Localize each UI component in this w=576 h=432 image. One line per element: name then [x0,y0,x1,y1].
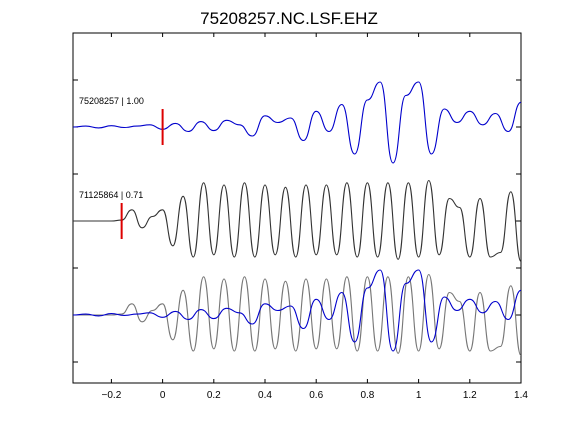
x-tick-label: 1.2 [463,390,477,401]
trace-line-75208257 [72,81,522,164]
axis-ticks: −0.2 0 0.2 0.4 0.6 0.8 1 1.2 1.4 [73,33,528,401]
chart-title: 75208257.NC.LSF.EHZ [200,9,378,28]
x-tick-label: 1.4 [514,390,528,401]
trace-layer [72,81,522,357]
x-tick-label: 1 [416,390,422,401]
overlay-trace-71125864 [73,273,522,357]
x-tick-label: 0 [160,390,166,401]
trace-line-71125864 [73,179,522,263]
trace-label-1: 71125864 | 0.71 [79,190,143,200]
trace-label-0: 75208257 | 1.00 [79,96,144,106]
plot-frame [72,32,522,384]
x-tick-label: −0.2 [102,390,122,401]
x-tick-label: 0.6 [309,390,323,401]
trace-label-layer: 75208257 | 1.00 71125864 | 0.71 [79,96,144,200]
overlay-trace-75208257 [72,269,522,352]
x-tick-label: 0.4 [258,390,272,401]
x-tick-label: 0.8 [360,390,374,401]
x-tick-label: 0.2 [207,390,221,401]
marker-layer [120,109,164,239]
